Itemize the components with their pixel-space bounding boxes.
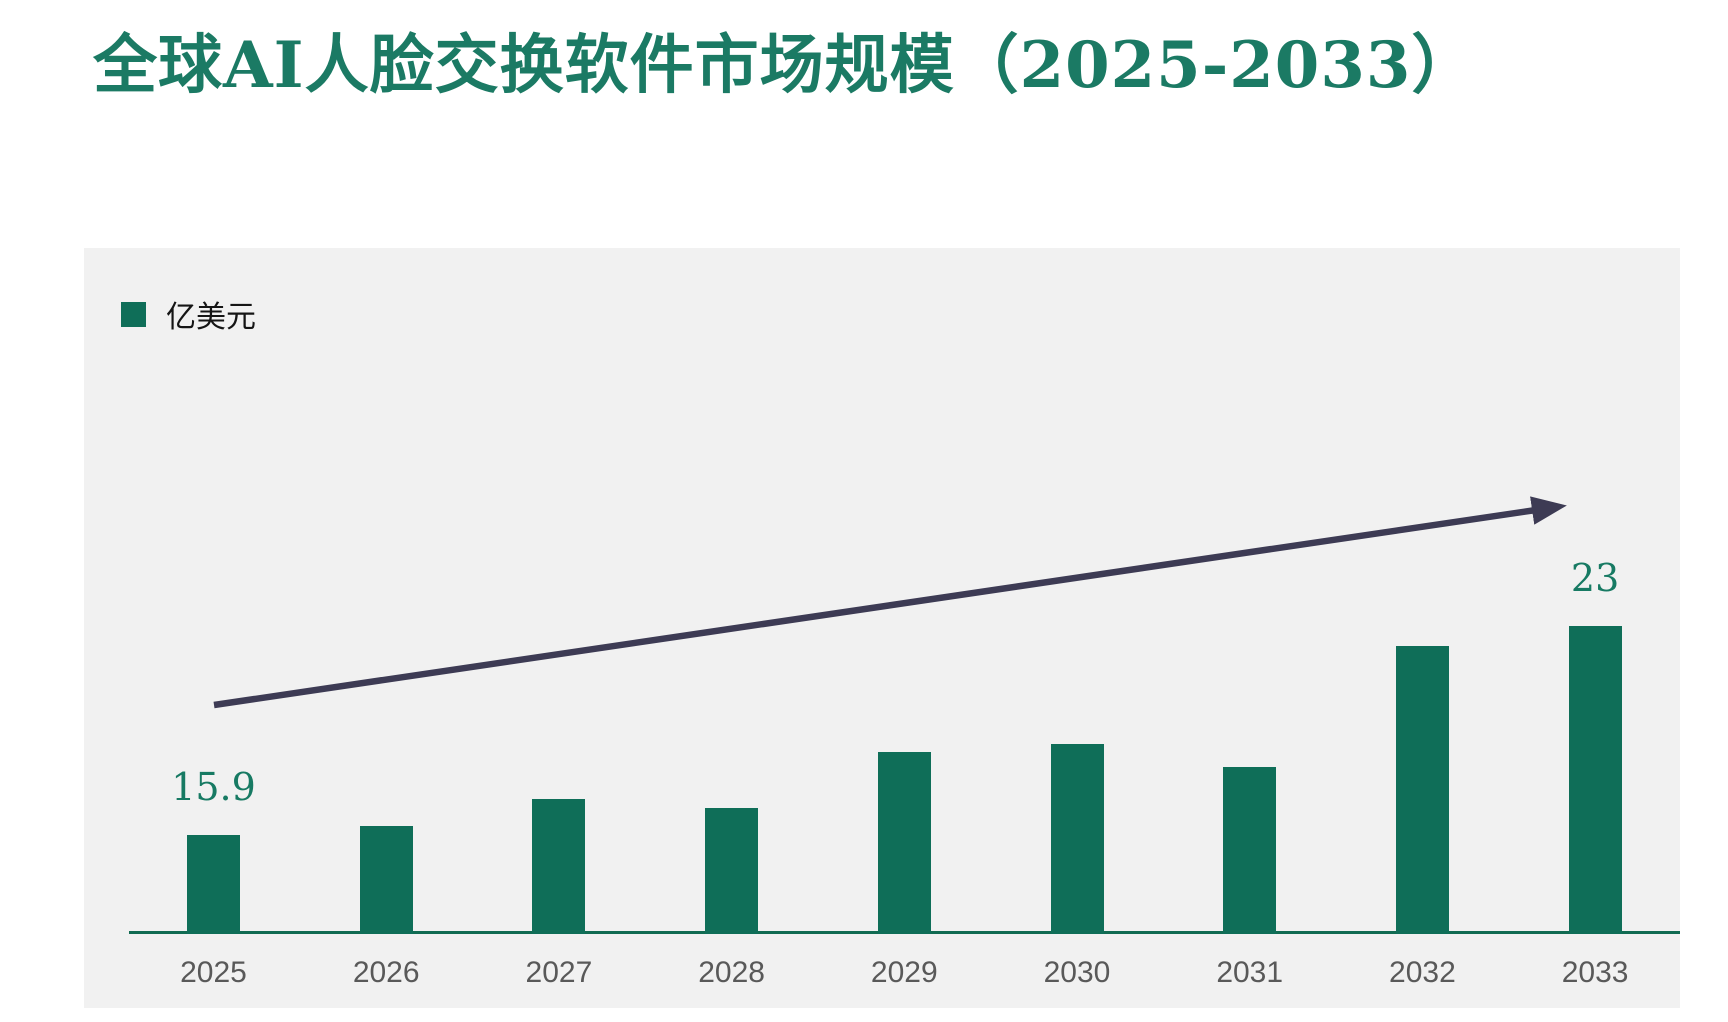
bar-2025 <box>187 835 240 934</box>
bar-2026 <box>359 826 413 934</box>
data-label-2033: 23 <box>1570 556 1620 600</box>
plot-area: 2025 15.9 2026 2027 2028 2029 2030 2031 2032 2033… <box>84 248 1680 1008</box>
x-tick-2028: 2028 <box>698 956 765 989</box>
trend-arrow-icon <box>213 496 1567 709</box>
x-tick-2030: 2030 <box>1043 956 1111 989</box>
bar-2030 <box>1050 744 1104 934</box>
chart-panel: 亿美元 2025 15.9 2026 2027 2028 2029 2030 2031 2032… <box>84 248 1680 1008</box>
bar-2032 <box>1395 646 1449 934</box>
x-tick-2032: 2032 <box>1389 956 1456 989</box>
legend: 亿美元 <box>121 292 256 336</box>
x-tick-2031: 2031 <box>1216 956 1284 989</box>
bar-2031 <box>1223 767 1277 934</box>
x-tick-2033: 2033 <box>1561 956 1629 989</box>
bar-2029 <box>877 752 931 934</box>
bar-2027 <box>532 799 586 934</box>
bar-2033 <box>1568 626 1622 934</box>
x-tick-2026: 2026 <box>352 956 420 989</box>
bar-2028 <box>705 808 759 934</box>
legend-swatch-icon <box>121 301 146 327</box>
x-tick-2027: 2027 <box>525 956 593 989</box>
chart-title: 全球AI人脸交换软件市场规模（2025-2033） <box>93 28 1477 103</box>
legend-label: 亿美元 <box>166 300 256 335</box>
data-label-2025: 15.9 <box>171 765 256 809</box>
x-tick-2025: 2025 <box>180 956 247 989</box>
x-tick-2029: 2029 <box>870 956 938 989</box>
